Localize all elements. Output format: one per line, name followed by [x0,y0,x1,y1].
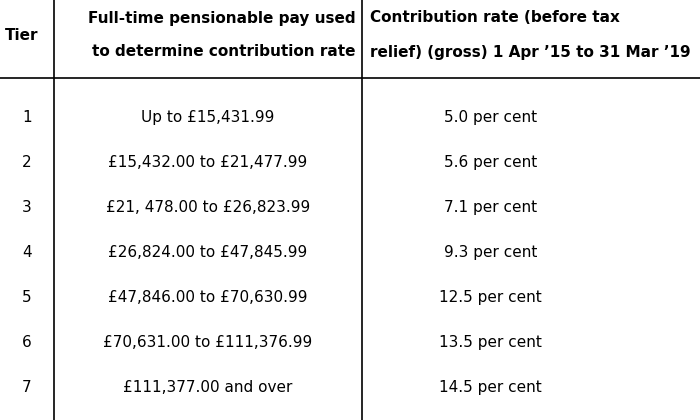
Text: to determine contribution rate: to determine contribution rate [92,45,356,60]
Text: 5.0 per cent: 5.0 per cent [444,110,537,125]
Text: 7: 7 [22,380,32,395]
Text: 13.5 per cent: 13.5 per cent [439,335,542,350]
Text: 14.5 per cent: 14.5 per cent [439,380,542,395]
Text: 9.3 per cent: 9.3 per cent [444,245,537,260]
Text: 5.6 per cent: 5.6 per cent [444,155,537,170]
Text: 12.5 per cent: 12.5 per cent [439,290,542,305]
Text: 5: 5 [22,290,32,305]
Text: £111,377.00 and over: £111,377.00 and over [123,380,293,395]
Text: Full-time pensionable pay used: Full-time pensionable pay used [88,10,356,26]
Text: 2: 2 [22,155,32,170]
Text: £15,432.00 to £21,477.99: £15,432.00 to £21,477.99 [108,155,307,170]
Text: 3: 3 [22,200,32,215]
Text: Contribution rate (before tax: Contribution rate (before tax [370,10,620,26]
Text: £47,846.00 to £70,630.99: £47,846.00 to £70,630.99 [108,290,308,305]
Text: 1: 1 [22,110,32,125]
Text: Tier: Tier [5,27,38,42]
Text: relief) (gross) 1 Apr ’15 to 31 Mar ’19: relief) (gross) 1 Apr ’15 to 31 Mar ’19 [370,45,691,60]
Text: 6: 6 [22,335,32,350]
Text: £21, 478.00 to £26,823.99: £21, 478.00 to £26,823.99 [106,200,310,215]
Text: 4: 4 [22,245,32,260]
Text: 7.1 per cent: 7.1 per cent [444,200,537,215]
Text: £70,631.00 to £111,376.99: £70,631.00 to £111,376.99 [104,335,313,350]
Text: Up to £15,431.99: Up to £15,431.99 [141,110,274,125]
Text: £26,824.00 to £47,845.99: £26,824.00 to £47,845.99 [108,245,307,260]
